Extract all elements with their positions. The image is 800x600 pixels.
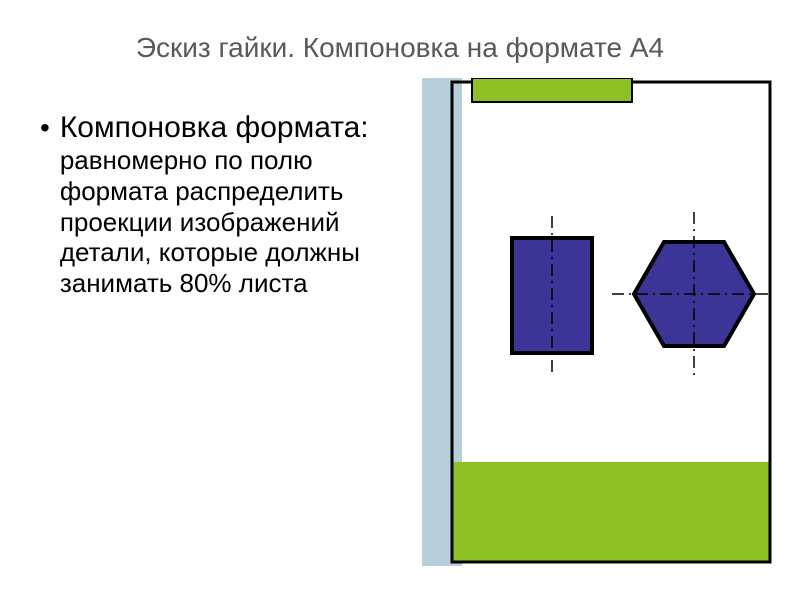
bullet-lead: Компоновка формата: [60,110,390,145]
bullet-marker: • [40,110,50,146]
bullet-item: • Компоновка формата: равномерно по полю… [40,110,390,299]
page-title: Эскиз гайки. Компоновка на формате А4 [0,32,800,64]
bullet-text: Компоновка формата: равномерно по полю ф… [60,110,390,299]
bullet-rest: равномерно по полю формата распределить … [60,145,390,298]
body-text-block: • Компоновка формата: равномерно по полю… [40,110,390,299]
layout-diagram [422,78,772,566]
